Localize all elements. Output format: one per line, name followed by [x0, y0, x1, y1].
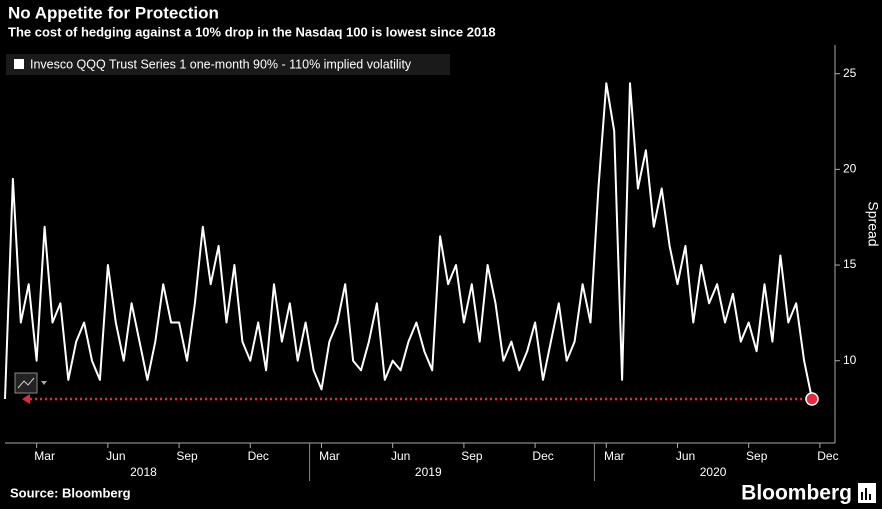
x-tick-label: Mar — [319, 449, 340, 463]
legend-box — [6, 54, 450, 75]
chart-title: No Appetite for Protection — [8, 3, 219, 22]
x-tick-label: Jun — [106, 449, 125, 463]
legend-swatch — [14, 59, 24, 69]
legend-label: Invesco QQQ Trust Series 1 one-month 90%… — [30, 57, 412, 71]
source: Source: Bloomberg — [10, 485, 131, 500]
x-tick-label: Sep — [461, 449, 483, 463]
last-point — [805, 392, 819, 406]
x-tick-label: Jun — [391, 449, 410, 463]
y-tick-label: 15 — [843, 257, 857, 271]
y-tick-label: 20 — [843, 162, 857, 176]
x-tick-label: Mar — [34, 449, 55, 463]
year-label: 2018 — [130, 465, 157, 479]
x-tick-label: Dec — [817, 449, 838, 463]
x-tick-label: Mar — [604, 449, 625, 463]
series-line — [4, 82, 813, 400]
x-tick-label: Sep — [176, 449, 198, 463]
x-tick-label: Dec — [532, 449, 553, 463]
x-tick-label: Sep — [746, 449, 768, 463]
y-tick-label: 10 — [843, 353, 857, 367]
y-tick-label: 25 — [843, 66, 857, 80]
x-tick-label: Jun — [676, 449, 695, 463]
x-tick-label: Dec — [248, 449, 269, 463]
year-label: 2019 — [415, 465, 442, 479]
chart-type-icon — [14, 372, 47, 394]
chart-subtitle: The cost of hedging against a 10% drop i… — [8, 24, 496, 39]
y-axis-label: Spread — [865, 201, 881, 246]
brand-icon — [858, 483, 876, 503]
brand: Bloomberg — [741, 482, 852, 505]
year-label: 2020 — [700, 465, 727, 479]
reference-arrow — [22, 393, 30, 404]
